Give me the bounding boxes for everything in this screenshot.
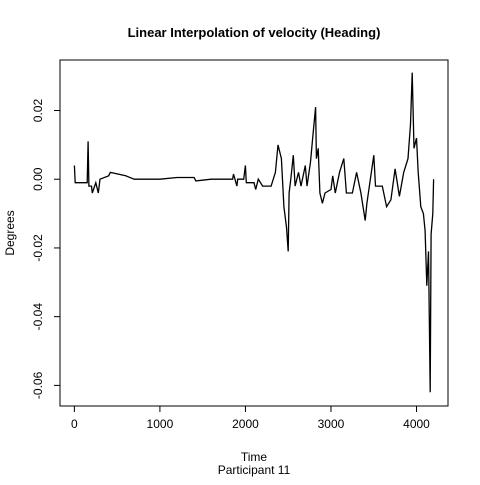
x-axis-label: Time bbox=[241, 450, 268, 464]
x-tick-label: 2000 bbox=[232, 417, 259, 431]
y-tick-label: -0.06 bbox=[31, 371, 45, 399]
y-tick-label: 0.00 bbox=[31, 167, 45, 191]
data-line bbox=[73, 72, 435, 393]
y-axis-label: Degrees bbox=[3, 210, 17, 255]
x-tick-label: 3000 bbox=[318, 417, 345, 431]
plot-box bbox=[59, 59, 449, 407]
y-tick-label: 0.02 bbox=[31, 99, 45, 123]
x-tick-label: 0 bbox=[71, 417, 78, 431]
x-tick-label: 1000 bbox=[147, 417, 174, 431]
subtitle: Participant 11 bbox=[218, 463, 291, 477]
chart-title: Linear Interpolation of velocity (Headin… bbox=[128, 25, 381, 40]
x-tick-label: 4000 bbox=[403, 417, 430, 431]
y-tick-label: -0.04 bbox=[31, 303, 45, 331]
y-tick-label: -0.02 bbox=[31, 234, 45, 262]
